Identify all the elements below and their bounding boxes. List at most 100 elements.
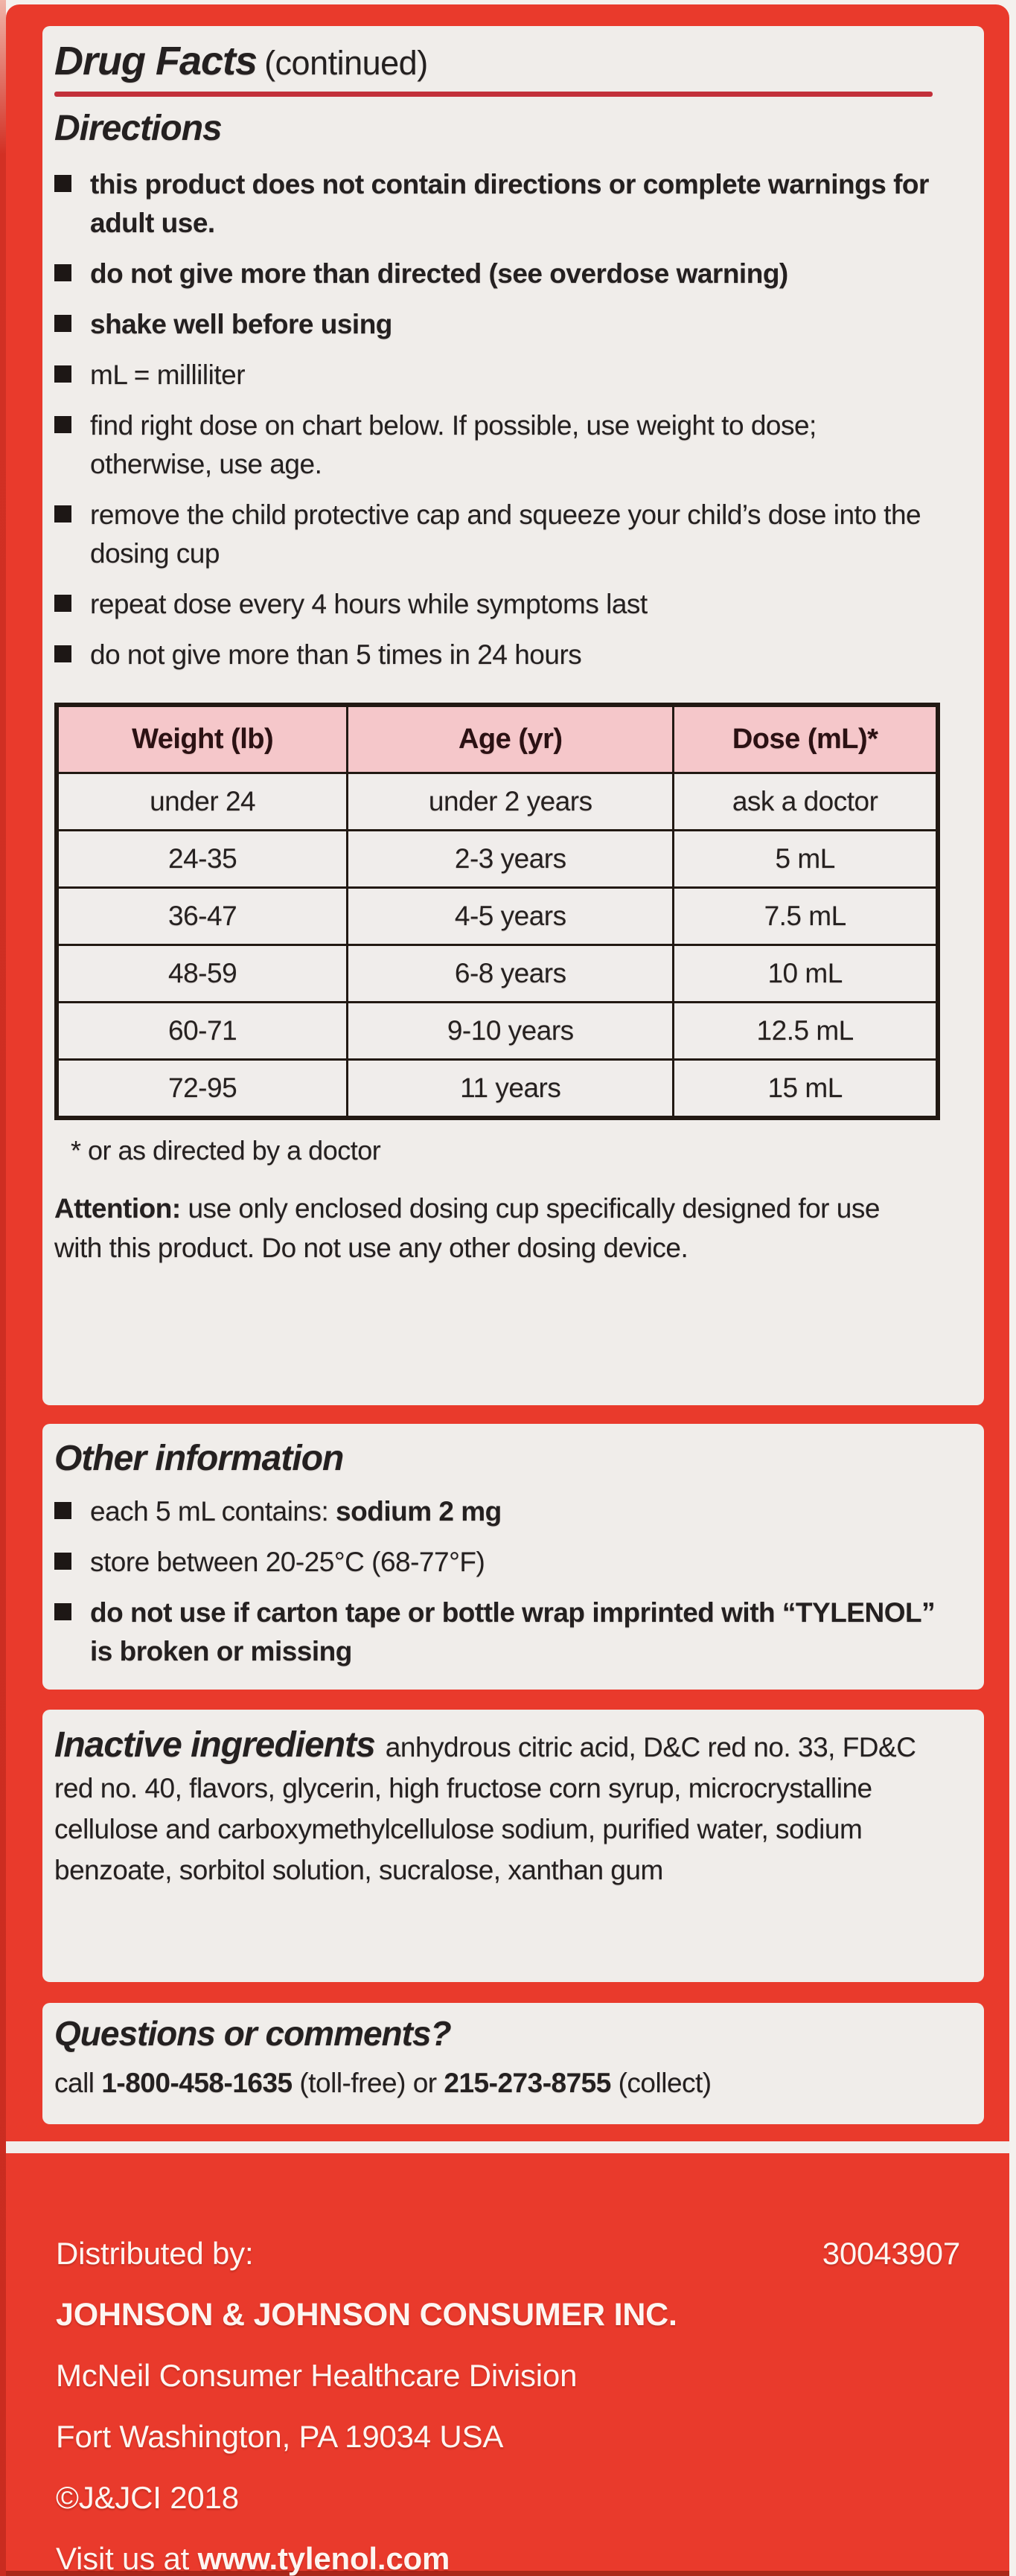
table-cell: 12.5 mL	[672, 1000, 939, 1061]
directions-heading: Directions	[54, 108, 223, 148]
text-segment: mL = milliliter	[90, 359, 246, 390]
table-cell: 9-10 years	[346, 1000, 675, 1061]
company-name: JOHNSON & JOHNSON CONSUMER INC.	[56, 2297, 677, 2333]
carton-left-edge	[0, 0, 6, 2576]
bullet-square-icon	[54, 365, 71, 383]
drug-facts-title: Drug Facts (continued)	[54, 36, 943, 87]
table-cell: 36-47	[55, 886, 349, 946]
table-header-row: Weight (lb) Age (yr) Dose (mL)*	[55, 703, 939, 774]
inactive-ingredients-text: anhydrous citric acid, D&C red no. 33, F…	[54, 1732, 916, 1885]
table-row: 24-35 2-3 years 5 mL	[55, 828, 939, 889]
table-cell: 6-8 years	[346, 943, 675, 1003]
other-information-heading: Other information	[54, 1439, 344, 1478]
bullet-square-icon	[54, 594, 71, 612]
text-segment: remove the child protective cap and sque…	[90, 499, 921, 569]
distributed-by-label: Distributed by:	[56, 2236, 254, 2271]
bullet-item: repeat dose every 4 hours while symptoms…	[54, 585, 943, 624]
attention-note: Attention: use only enclosed dosing cup …	[54, 1189, 918, 1268]
table-row: 36-47 4-5 years 7.5 mL	[55, 886, 939, 946]
carton-bottom-edge	[6, 2571, 1009, 2576]
table-header-cell: Dose (mL)*	[672, 703, 939, 774]
table-row: under 24 under 2 years ask a doctor	[55, 771, 939, 831]
bullet-square-icon	[54, 1502, 71, 1520]
bullet-item: each 5 mL contains: sodium 2 mg	[54, 1492, 943, 1531]
table-row: 72-95 11 years 15 mL	[55, 1058, 939, 1119]
table-header-cell: Age (yr)	[346, 703, 675, 774]
table-cell: 11 years	[346, 1058, 675, 1119]
table-header-cell: Weight (lb)	[55, 703, 349, 774]
bullet-square-icon	[54, 314, 71, 332]
table-cell: 2-3 years	[346, 828, 675, 889]
text-segment: (toll-free) or	[292, 2067, 444, 2098]
division-line: McNeil Consumer Healthcare Division	[56, 2358, 578, 2393]
text-segment: repeat dose every 4 hours while symptoms…	[90, 588, 648, 619]
dosing-table: Weight (lb) Age (yr) Dose (mL)* under 24 und…	[54, 702, 940, 1120]
table-row: 60-71 9-10 years 12.5 mL	[55, 1000, 939, 1061]
text-segment: this product does not contain directions…	[90, 168, 929, 238]
bullet-square-icon	[54, 415, 71, 433]
questions-heading: Questions or comments?	[54, 2014, 452, 2053]
drug-facts-title-suffix: (continued)	[264, 44, 428, 82]
text-segment: do not use if carton tape or bottle wrap…	[90, 1597, 936, 1667]
other-information-panel: Other information each 5 mL contains: so…	[42, 1424, 984, 1690]
drug-facts-panel: Drug Facts (continued) Directions this pr…	[42, 26, 984, 1405]
product-code: 30043907	[822, 2236, 960, 2271]
bullet-square-icon	[54, 1553, 71, 1570]
questions-phone-line: call 1-800-458-1635 (toll-free) or 215-2…	[54, 2064, 954, 2103]
text-segment: www.tylenol.com	[197, 2541, 450, 2576]
text-segment: (collect)	[610, 2067, 712, 2098]
distributor-row: Distributed by: 30043907	[56, 2227, 960, 2281]
other-information-bullet-list: each 5 mL contains: sodium 2 mg store bet…	[54, 1492, 943, 1671]
table-cell: under 2 years	[346, 771, 675, 831]
text-segment: call	[54, 2067, 102, 2098]
bullet-item: remove the child protective cap and sque…	[54, 496, 943, 573]
inactive-ingredients-heading: Inactive ingredients	[54, 1725, 376, 1765]
inactive-ingredients-panel: Inactive ingredients anhydrous citric aci…	[42, 1710, 984, 1982]
table-cell: 60-71	[55, 1000, 349, 1061]
drug-facts-title-main: Drug Facts	[54, 39, 258, 83]
bullet-square-icon	[54, 645, 71, 662]
bullet-square-icon	[54, 1603, 71, 1621]
table-cell: 24-35	[55, 828, 349, 889]
text-segment: do not give more than directed (see over…	[90, 258, 788, 289]
table-cell: 7.5 mL	[672, 886, 939, 946]
table-cell: 15 mL	[672, 1058, 939, 1119]
table-cell: ask a doctor	[672, 771, 939, 831]
website-line: Visit us at www.tylenol.com	[56, 2532, 960, 2576]
label-bottom-white-stripe	[6, 2141, 1009, 2153]
bullet-item: this product does not contain directions…	[54, 165, 943, 243]
text-segment: Attention:	[54, 1192, 181, 1224]
text-segment: use only enclosed dosing cup specificall…	[54, 1192, 880, 1263]
address-line: Fort Washington, PA 19034 USA	[56, 2419, 504, 2454]
table-cell: under 24	[55, 771, 349, 831]
inactive-ingredients-paragraph: Inactive ingredients anhydrous citric aci…	[54, 1725, 948, 1891]
table-cell: 5 mL	[672, 828, 939, 889]
bullet-item: store between 20-25°C (68-77°F)	[54, 1543, 943, 1582]
bullet-square-icon	[54, 505, 71, 522]
text-segment: store between 20-25°C (68-77°F)	[90, 1547, 485, 1578]
text-segment: 215-273-8755	[444, 2067, 611, 2098]
table-cell: 4-5 years	[346, 886, 675, 946]
text-segment: each 5 mL contains:	[90, 1496, 336, 1527]
bullet-item: do not give more than 5 times in 24 hour…	[54, 636, 943, 674]
bullet-item: find right dose on chart below. If possi…	[54, 406, 943, 484]
bullet-item: do not give more than directed (see over…	[54, 255, 943, 293]
bullet-item: mL = milliliter	[54, 356, 943, 394]
bullet-square-icon	[54, 174, 71, 192]
bullet-item: do not use if carton tape or bottle wrap…	[54, 1594, 943, 1671]
questions-panel: Questions or comments? call 1-800-458-16…	[42, 2003, 984, 2124]
table-cell: 48-59	[55, 943, 349, 1003]
table-cell: 10 mL	[672, 943, 939, 1003]
table-row: 48-59 6-8 years 10 mL	[55, 943, 939, 1003]
copyright-line: ©J&JCI 2018	[56, 2480, 239, 2515]
text-segment: shake well before using	[90, 308, 392, 339]
text-segment: do not give more than 5 times in 24 hour…	[90, 639, 582, 670]
table-footnote: * or as directed by a doctor	[71, 1134, 381, 1166]
text-segment: sodium 2 mg	[336, 1496, 502, 1527]
distributor-footer: Distributed by: 30043907 JOHNSON & JOHNS…	[56, 2227, 960, 2576]
text-segment: 1-800-458-1635	[101, 2067, 293, 2098]
text-segment: Visit us at	[56, 2541, 198, 2576]
bullet-item: shake well before using	[54, 305, 943, 344]
table-cell: 72-95	[55, 1058, 349, 1119]
